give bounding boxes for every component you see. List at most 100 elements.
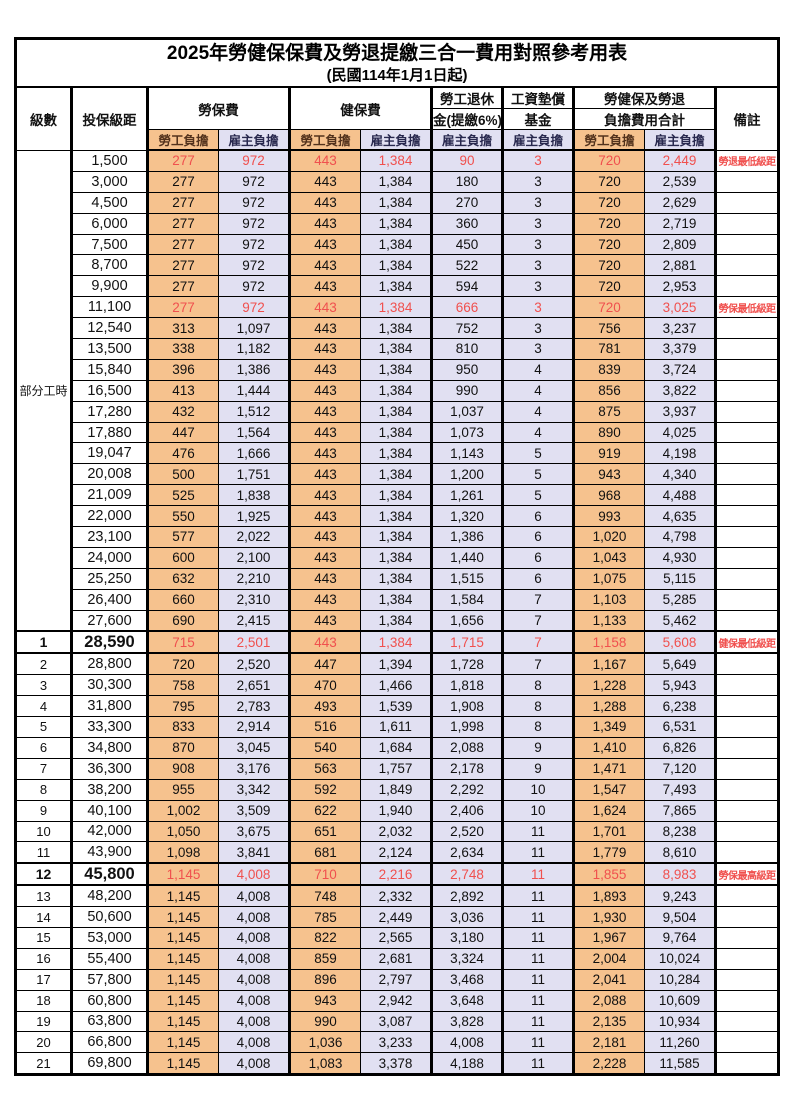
value-cell: 2,892 (430, 884, 503, 908)
table-row: 17 57,800 1,145 4,008 896 2,797 3,468 11 2,041 10… (15, 968, 780, 991)
value-cell: 1,384 (360, 254, 432, 277)
bracket-cell: 26,400 (70, 588, 148, 611)
col-header-wage-fund-line1: 工資墊償 (501, 86, 574, 109)
level-cell: 12 (15, 862, 72, 887)
value-cell: 3,180 (430, 926, 503, 949)
value-cell: 972 (218, 191, 290, 214)
value-cell: 396 (146, 358, 219, 381)
value-cell: 1,083 (288, 1052, 361, 1076)
value-cell: 443 (288, 233, 361, 256)
value-cell: 1,384 (360, 484, 432, 507)
value-cell: 1,751 (218, 463, 290, 486)
value-cell: 447 (146, 421, 219, 444)
value-cell: 1,036 (288, 1031, 361, 1054)
value-cell: 990 (288, 1010, 361, 1033)
remark-cell (713, 317, 780, 340)
remark-cell (713, 799, 780, 822)
value-cell: 2,914 (218, 716, 290, 738)
value-cell: 4,008 (218, 862, 290, 887)
remark-cell (713, 191, 780, 214)
page-subtitle: (民國114年1月1日起) (326, 67, 468, 84)
subheader-health-employer: 雇主負擔 (360, 129, 432, 151)
value-cell: 443 (288, 463, 361, 486)
value-cell: 11 (501, 862, 574, 887)
bracket-cell: 6,000 (70, 212, 148, 235)
value-cell: 277 (146, 191, 219, 214)
value-cell: 443 (288, 338, 361, 360)
value-cell: 1,384 (360, 212, 432, 235)
value-cell: 1,715 (430, 630, 503, 655)
col-header-total-line1: 勞健保及勞退 (572, 86, 716, 109)
bracket-cell: 21,009 (70, 484, 148, 507)
value-cell: 443 (288, 609, 361, 632)
value-cell: 360 (430, 212, 503, 235)
value-cell: 4,008 (430, 1031, 503, 1054)
level-cell: 10 (15, 820, 72, 843)
table-row: 9,900 277 972 443 1,384 594 3 720 2,953 (16, 275, 780, 298)
value-cell: 822 (288, 926, 361, 949)
value-cell: 972 (218, 254, 290, 277)
value-cell: 4,198 (644, 442, 716, 465)
value-cell: 3 (501, 233, 574, 256)
value-cell: 2,310 (218, 588, 290, 611)
table-row: 20,008 500 1,751 443 1,384 1,200 5 943 4,340 (16, 463, 780, 486)
value-cell: 2,041 (572, 968, 645, 991)
level-cell: 8 (15, 778, 72, 801)
bracket-cell: 3,000 (70, 170, 148, 193)
col-header-bracket: 投保級距 (70, 86, 148, 151)
bracket-cell: 15,840 (70, 358, 148, 381)
value-cell: 1,384 (360, 567, 432, 590)
value-cell: 859 (288, 947, 361, 970)
bracket-cell: 57,800 (70, 968, 148, 991)
bracket-cell: 63,800 (70, 1010, 148, 1033)
value-cell: 955 (146, 778, 219, 801)
value-cell: 1,384 (360, 463, 432, 486)
value-cell: 8 (501, 716, 574, 738)
bracket-cell: 40,100 (70, 799, 148, 822)
bracket-cell: 23,100 (70, 526, 148, 548)
value-cell: 9 (501, 736, 574, 759)
level-cell: 1 (15, 630, 72, 655)
value-cell: 3 (501, 254, 574, 277)
table-row: 13,500 338 1,182 443 1,384 810 3 781 3,379 (16, 338, 780, 360)
remark-cell (713, 884, 780, 908)
value-cell: 1,893 (572, 884, 645, 908)
remark-cell: 勞保最高級距 (713, 862, 780, 887)
remark-cell: 健保最低級距 (713, 630, 780, 655)
value-cell: 5 (501, 484, 574, 507)
remark-cell (713, 989, 780, 1012)
value-cell: 5 (501, 442, 574, 465)
value-cell: 3 (501, 275, 574, 298)
value-cell: 2,178 (430, 757, 503, 780)
value-cell: 7 (501, 630, 574, 655)
value-cell: 443 (288, 275, 361, 298)
value-cell: 720 (572, 296, 645, 319)
remark-cell (713, 254, 780, 277)
value-cell: 3,509 (218, 799, 290, 822)
value-cell: 1,384 (360, 379, 432, 402)
value-cell: 1,349 (572, 716, 645, 738)
value-cell: 651 (288, 820, 361, 843)
table-row: 7,500 277 972 443 1,384 450 3 720 2,809 (16, 233, 780, 256)
bracket-cell: 27,600 (70, 609, 148, 632)
remark-cell (713, 695, 780, 718)
value-cell: 1,384 (360, 400, 432, 423)
level-cell: 14 (15, 906, 72, 928)
value-cell: 1,020 (572, 526, 645, 548)
bracket-cell: 9,900 (70, 275, 148, 298)
value-cell: 3,378 (360, 1052, 432, 1076)
value-cell: 1,384 (360, 505, 432, 528)
value-cell: 1,002 (146, 799, 219, 822)
value-cell: 2,748 (430, 862, 503, 887)
value-cell: 4,188 (430, 1052, 503, 1076)
value-cell: 2,032 (360, 820, 432, 843)
value-cell: 443 (288, 526, 361, 548)
bracket-cell: 60,800 (70, 989, 148, 1012)
table-row: 3,000 277 972 443 1,384 180 3 720 2,539 (16, 170, 780, 193)
value-cell: 1,440 (430, 546, 503, 569)
value-cell: 1,043 (572, 546, 645, 569)
remark-cell (713, 275, 780, 298)
value-cell: 11,585 (644, 1052, 716, 1076)
value-cell: 277 (146, 149, 219, 172)
value-cell: 2,783 (218, 695, 290, 718)
